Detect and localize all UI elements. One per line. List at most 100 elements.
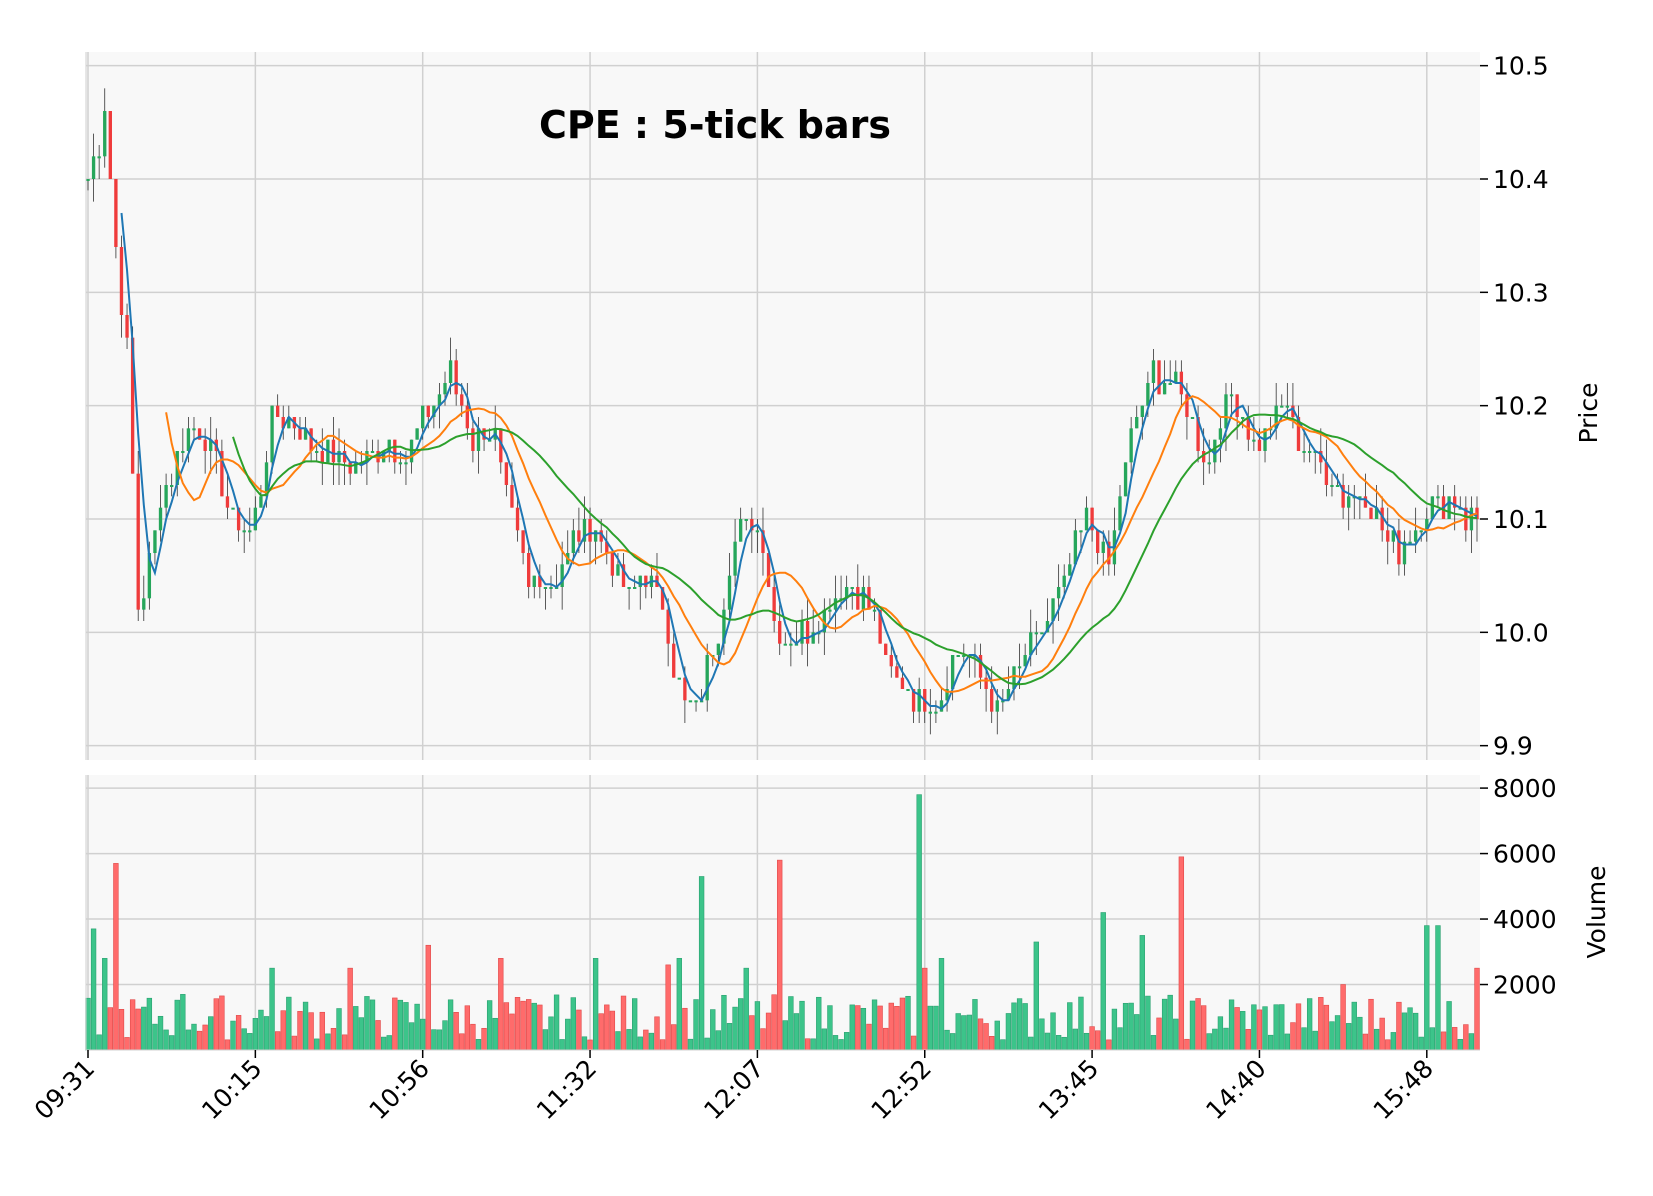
volume-bar [715,1030,722,1051]
candle-body [1084,507,1089,531]
volume-bar [1111,1008,1118,1051]
volume-bar [280,1010,286,1051]
volume-bar [1106,1039,1112,1051]
volume-bar [392,997,398,1051]
candle-body [627,587,631,589]
volume-bar [710,1009,716,1051]
candle-body [147,553,152,599]
volume-bar [581,1036,588,1051]
chart-title: CPE : 5-tick bars [539,103,891,147]
volume-bar [721,994,727,1051]
volume-bar [749,1015,755,1051]
volume-bar [347,967,353,1051]
candle-body [220,451,224,497]
volume-bar [1200,1005,1207,1051]
candle-body [733,541,737,576]
candle-body [448,360,453,383]
candle-body [393,439,397,463]
candle-body [432,405,436,417]
candle-body [153,530,157,553]
candle-body [1157,360,1161,395]
grid-lines [86,52,1480,1050]
candle-body [236,507,241,531]
candle-body [197,428,202,440]
candle-body [666,609,670,644]
candle-body [309,428,313,451]
candle-body [738,519,743,542]
volume-bar [436,1029,443,1051]
candle-body [560,564,564,587]
volume-bar [459,1033,465,1051]
candle-body [504,462,509,485]
volume-bar [442,1020,448,1051]
volume-bar [1005,1013,1012,1051]
candle-body [811,632,815,644]
candle-body [633,587,637,589]
candle-body [97,156,101,159]
candle-body [1280,405,1284,408]
candle-body [755,530,760,533]
volume-bar [1362,1033,1369,1051]
candle-body [136,473,140,610]
candle-body [270,405,274,463]
volume-bar [1468,1033,1475,1051]
volume-bar [302,1001,309,1051]
volume-bar [559,1039,565,1051]
volume-bar [1095,1030,1101,1051]
volume-bar [169,1035,175,1051]
volume-bar [135,1008,141,1051]
candle-body [421,405,425,429]
volume-bar [1262,1006,1268,1051]
volume-bar [955,1013,961,1051]
candle-body [370,451,375,453]
volume-bar [888,1002,894,1051]
volume-bar [860,1007,867,1051]
candle-body [1029,632,1033,655]
volume-bar [832,1035,839,1051]
volume-bar [1312,1030,1318,1051]
volume-bar [1139,935,1145,1051]
volume-bar [152,1023,158,1051]
candle-body [281,417,285,429]
x-tick-label: 13:45 [1033,1054,1104,1125]
candle-body [638,575,642,587]
volume-bar [989,1036,995,1051]
volume-bar [570,997,576,1051]
volume-bar [224,1039,231,1051]
candle-body [1386,530,1390,542]
volume-bar [369,999,376,1051]
volume-bar [620,995,627,1051]
volume-bar [191,1023,197,1051]
volume-bar [208,1016,214,1051]
candle-body [1023,655,1027,667]
candle-body [259,496,263,508]
candle-body [186,428,191,451]
volume-bar [470,1023,476,1051]
candle-body [354,462,358,474]
candle-body [1096,530,1100,553]
candle-body [856,587,860,610]
candle-body [1129,428,1133,463]
volume-bar [1156,1017,1162,1051]
volume-bar [174,999,180,1051]
volume-bar [286,996,292,1051]
volume-bar [263,1016,270,1051]
volume-bar [793,1013,800,1051]
candle-body [850,587,854,589]
candle-body [962,655,966,657]
volume-bar [648,1032,655,1051]
price-axis-label: Price [1574,383,1603,444]
candle-body [990,689,994,712]
volume-bar [726,1023,733,1051]
volume-bar [866,1023,872,1051]
candle-body [192,428,196,431]
volume-bar [1251,1004,1257,1051]
volume-bar [849,1004,855,1051]
candle-body [828,609,832,612]
volume-bar [1150,1035,1157,1051]
candle-body [778,621,782,644]
volume-bar [855,1005,861,1051]
volume-bar [994,1020,1000,1051]
candle-body [1006,689,1011,701]
volume-bar [643,1029,649,1051]
